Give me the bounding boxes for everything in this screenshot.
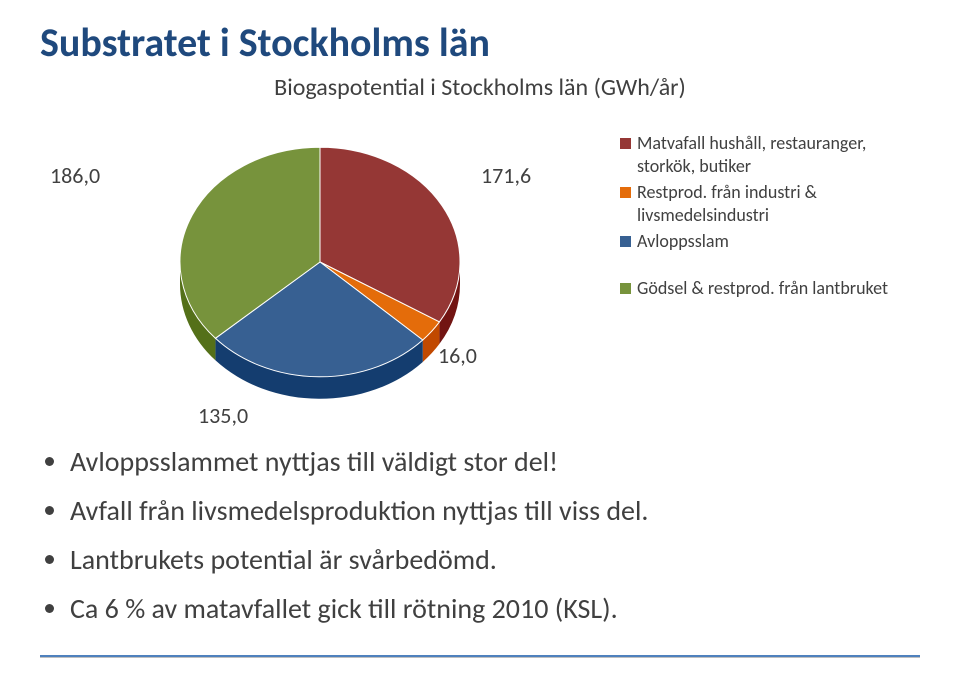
bullet-item: Avloppsslammet nyttjas till väldigt stor… (70, 444, 920, 479)
bullet-item: Ca 6 % av matavfallet gick till rötning … (70, 591, 920, 626)
legend-label: Matvafall hushåll, restauranger, storkök… (637, 132, 920, 177)
chart-area: 186,0 171,6 16,0 135,0 Matvafall hushåll… (40, 112, 920, 432)
legend-swatch (620, 138, 631, 149)
bullet-item: Lantbrukets potential är svårbedömd. (70, 542, 920, 577)
legend-item: Gödsel & restprod. från lantbruket (620, 277, 920, 300)
data-label-186: 186,0 (50, 162, 100, 189)
legend-label: Gödsel & restprod. från lantbruket (637, 277, 888, 300)
legend-label: Avloppsslam (637, 230, 729, 253)
footer-rule (40, 655, 920, 658)
bullet-item: Avfall från livsmedelsproduktion nyttjas… (70, 493, 920, 528)
legend-item: Avloppsslam (620, 230, 920, 253)
data-label-171: 171,6 (481, 162, 531, 189)
chart-legend: Matvafall hushåll, restauranger, storkök… (620, 132, 920, 303)
data-label-135: 135,0 (198, 402, 248, 429)
legend-item: Restprod. från industri & livsmedelsindu… (620, 181, 920, 226)
legend-swatch (620, 236, 631, 247)
slide: Substratet i Stockholms län Biogaspotent… (0, 0, 960, 678)
data-label-16: 16,0 (438, 342, 477, 369)
page-title: Substratet i Stockholms län (40, 18, 920, 67)
legend-swatch (620, 283, 631, 294)
pie-chart (160, 122, 480, 422)
bullet-list: Avloppsslammet nyttjas till väldigt stor… (46, 444, 920, 626)
legend-swatch (620, 187, 631, 198)
legend-label: Restprod. från industri & livsmedelsindu… (637, 181, 920, 226)
legend-item: Matvafall hushåll, restauranger, storkök… (620, 132, 920, 177)
chart-subtitle: Biogaspotential i Stockholms län (GWh/år… (40, 73, 920, 102)
